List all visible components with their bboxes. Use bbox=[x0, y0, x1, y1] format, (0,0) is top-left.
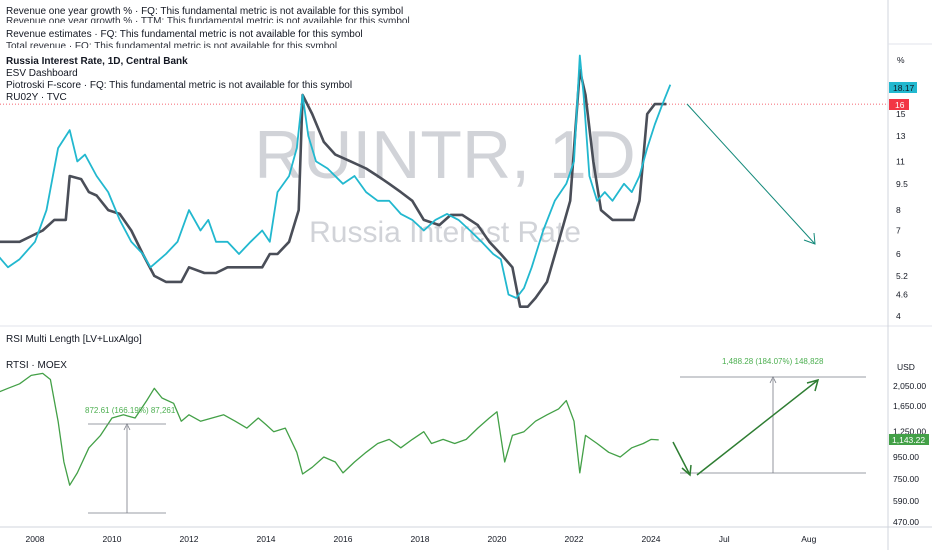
svg-text:1,143.22: 1,143.22 bbox=[892, 435, 925, 445]
time-axis-tick: 2012 bbox=[180, 534, 199, 544]
rate-axis-tick: 13 bbox=[896, 131, 906, 141]
rate-last-badge: 16 bbox=[889, 99, 909, 110]
bond-last-badge: 18.17 bbox=[889, 82, 917, 93]
rtsi-series-line[interactable] bbox=[0, 372, 659, 486]
bond-series-line[interactable] bbox=[0, 54, 672, 299]
rtsi-price-axis[interactable]: 2,050.00 1,650.00 1,250.00 950.00 750.00 590.… bbox=[893, 381, 926, 527]
indicator-esv[interactable]: ESV Dashboard bbox=[6, 68, 78, 79]
time-axis-tick: 2024 bbox=[642, 534, 661, 544]
time-axis-tick: Jul bbox=[719, 534, 730, 544]
rtsi-pane[interactable] bbox=[0, 372, 659, 486]
symbol-title[interactable]: Russia Interest Rate, 1D, Central Bank bbox=[6, 56, 188, 67]
watermark-symbol: RUINTR, 1D bbox=[254, 117, 636, 193]
rate-axis-tick: 11 bbox=[896, 156, 905, 166]
svg-text:18.17: 18.17 bbox=[893, 83, 915, 93]
time-axis-tick: 2010 bbox=[103, 534, 122, 544]
rtsi-axis-tick: 1,650.00 bbox=[893, 401, 926, 411]
time-axis-tick: 2018 bbox=[411, 534, 430, 544]
time-axis-tick: 2008 bbox=[26, 534, 45, 544]
top-axis-unit: % bbox=[897, 55, 905, 65]
measure-tool-left[interactable]: 872.61 (166.19%) 87,261 bbox=[85, 406, 176, 514]
rate-axis-tick: 4 bbox=[896, 311, 901, 321]
rate-axis-tick: 8 bbox=[896, 205, 901, 215]
lower-symbol-label[interactable]: RTSI · MOEX bbox=[6, 360, 67, 371]
time-axis-tick: 2016 bbox=[334, 534, 353, 544]
rate-axis-tick: 6 bbox=[896, 249, 901, 259]
time-axis-tick: 2014 bbox=[257, 534, 276, 544]
bottom-axis-unit: USD bbox=[897, 362, 915, 372]
indicator-piotroski[interactable]: Piotroski F-score · FQ: This fundamental… bbox=[6, 80, 353, 91]
rtsi-axis-tick: 2,050.00 bbox=[893, 381, 926, 391]
rtsi-axis-tick: 590.00 bbox=[893, 496, 919, 506]
rate-axis-tick: 7 bbox=[896, 226, 901, 236]
svg-text:16: 16 bbox=[895, 100, 905, 110]
rate-price-axis[interactable]: 15 13 11 9.5 8 7 6 5.2 4.6 4 bbox=[896, 109, 908, 321]
time-axis-tick: 2022 bbox=[565, 534, 584, 544]
rtsi-axis-tick: 750.00 bbox=[893, 474, 919, 484]
header-line-1: Revenue one year growth % · FQ: This fun… bbox=[6, 6, 404, 17]
indicator-ru02y[interactable]: RU02Y · TVC bbox=[6, 92, 67, 103]
header-line-2: Revenue one year growth % · TTM: This fu… bbox=[6, 16, 410, 23]
time-axis-tick: 2020 bbox=[488, 534, 507, 544]
rtsi-axis-tick: 1,250.00 bbox=[893, 427, 926, 437]
time-axis[interactable]: 2008 2010 2012 2014 2016 2018 2020 2022 2024 Jul A… bbox=[26, 534, 817, 544]
rate-axis-tick: 4.6 bbox=[896, 290, 908, 300]
header-line-3: Revenue estimates · FQ: This fundamental… bbox=[6, 29, 363, 40]
forecast-path-arrows[interactable] bbox=[672, 378, 820, 477]
measure-tool-right[interactable]: 1,488.28 (184.07%) 148,828 bbox=[680, 357, 866, 474]
rate-axis-tick: 9.5 bbox=[896, 179, 908, 189]
rate-axis-tick: 5.2 bbox=[896, 271, 908, 281]
lower-indicator-label[interactable]: RSI Multi Length [LV+LuxAlgo] bbox=[6, 334, 142, 345]
time-axis-tick: Aug bbox=[801, 534, 816, 544]
measure-right-label: 1,488.28 (184.07%) 148,828 bbox=[722, 357, 824, 366]
measure-left-label: 872.61 (166.19%) 87,261 bbox=[85, 406, 176, 415]
header-line-4: Total revenue · FQ: This fundamental met… bbox=[6, 41, 338, 48]
rtsi-last-badge: 1,143.22 bbox=[889, 434, 929, 445]
forecast-arrow-down[interactable] bbox=[686, 103, 816, 245]
rate-axis-tick: 15 bbox=[896, 109, 906, 119]
rtsi-axis-tick: 950.00 bbox=[893, 452, 919, 462]
rtsi-axis-tick: 470.00 bbox=[893, 517, 919, 527]
rate-pane[interactable] bbox=[0, 54, 888, 309]
